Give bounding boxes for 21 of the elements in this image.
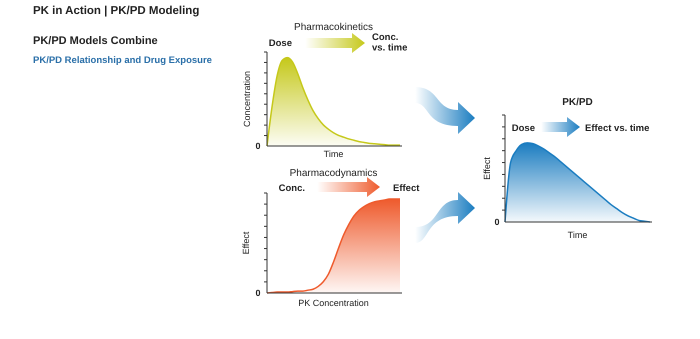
y-axis-title: Concentration — [242, 70, 252, 128]
text: PK in Action | PK/PD Modeling — [33, 5, 200, 17]
chart-title: Pharmacokinetics — [294, 22, 373, 33]
text: Conc. vs. time — [372, 32, 408, 54]
text: Dose — [268, 38, 292, 49]
text: Effect vs. time — [585, 123, 650, 134]
y-axis-title: Effect — [241, 231, 251, 254]
text: Dose — [512, 123, 535, 134]
chart-title: PK/PD — [562, 97, 593, 108]
x-axis-title: Time — [324, 149, 344, 159]
text: PK/PD Relationship and Drug Exposure — [33, 55, 212, 66]
x-axis-title: Time — [568, 230, 588, 240]
text: Effect — [393, 183, 420, 194]
text: 0 — [255, 288, 261, 298]
text: 0 — [494, 217, 500, 227]
chart-title: Pharmacodynamics — [290, 168, 378, 179]
text: Conc. — [278, 183, 305, 194]
text: 0 — [255, 141, 261, 151]
y-axis-title: Effect — [482, 156, 492, 180]
x-axis-title: PK Concentration — [298, 298, 369, 308]
text: PK/PD Models Combine — [33, 35, 158, 47]
